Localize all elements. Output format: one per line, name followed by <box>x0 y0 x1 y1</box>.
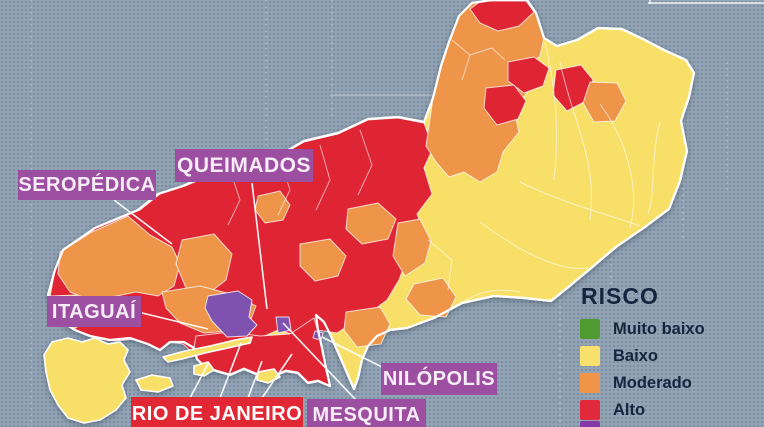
island-small-1 <box>135 374 174 393</box>
leader-nilopolis <box>321 336 385 369</box>
legend-item-muito-baixo: Muito baixo <box>580 319 705 339</box>
callout-mesquita: MESQUITA <box>307 399 426 427</box>
callout-leader-lines <box>113 182 385 401</box>
legend-item-cutoff <box>580 421 600 427</box>
region-moderado-ne <box>582 81 627 123</box>
region-moderado-center2 <box>345 202 397 245</box>
municipality-borders <box>227 39 661 304</box>
leader-seropedica <box>113 199 173 245</box>
callout-queimados: QUEIMADOS <box>175 149 313 182</box>
region-alto-ne-3 <box>483 84 527 126</box>
callout-rio-de-janeiro: RIO DE JANEIRO <box>131 397 303 427</box>
swatch-alto <box>580 400 600 420</box>
region-moderado-center3 <box>392 218 432 277</box>
legend-label: Baixo <box>613 346 658 365</box>
callout-seropedica: SEROPÉDICA <box>18 170 156 200</box>
leader-rio-4 <box>261 353 293 399</box>
leader-rio-1 <box>189 361 210 399</box>
leader-rio-2 <box>219 342 242 399</box>
island-small-2 <box>193 361 215 377</box>
swatch-muito-baixo <box>580 319 600 339</box>
region-moderado-east-of-bay <box>405 277 457 318</box>
region-moderado-center-left <box>175 233 233 298</box>
legend-item-moderado: Moderado <box>580 373 692 393</box>
leader-mesquita <box>282 322 357 401</box>
leader-queimados <box>251 182 268 310</box>
legend-label: Alto <box>613 400 646 419</box>
legend-label: Muito baixo <box>613 319 705 338</box>
region-moderado-niteroi <box>343 306 391 348</box>
swatch-moderado <box>580 373 600 393</box>
legend-title: RISCO <box>581 283 659 309</box>
legend-item-baixo: Baixo <box>580 346 658 366</box>
region-muito-alto-small-1 <box>275 316 292 334</box>
region-alto-ne-1 <box>507 56 550 94</box>
leader-itaguai <box>141 312 209 330</box>
state-coastline <box>46 0 696 391</box>
swatch-muito-alto-cutoff <box>580 421 600 427</box>
region-moderado-center <box>299 238 347 282</box>
legend-label: Moderado <box>613 373 692 392</box>
swatch-baixo <box>580 346 600 366</box>
leader-rio-3 <box>247 360 263 399</box>
callout-nilopolis: NILÓPOLIS <box>381 363 497 395</box>
legend-item-alto: Alto <box>580 400 645 420</box>
ilha-grande <box>43 337 131 424</box>
callout-itaguai: ITAGUAÍ <box>47 296 141 327</box>
region-muito-alto-baixada <box>204 290 258 338</box>
restinga-strip <box>162 336 253 363</box>
